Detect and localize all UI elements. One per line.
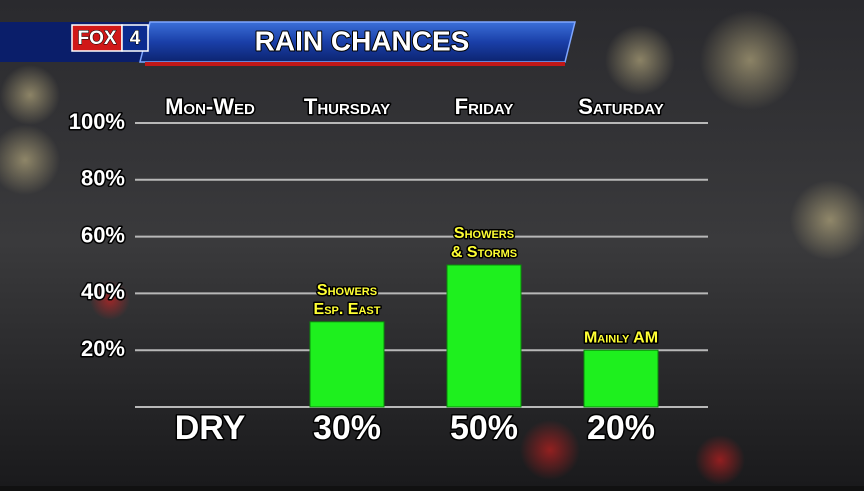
value-label: 50% xyxy=(450,409,518,447)
bokeh xyxy=(0,10,864,485)
annotation: Mainly AM xyxy=(584,329,658,346)
value-label: 20% xyxy=(587,409,655,447)
bar xyxy=(446,264,522,408)
x-tick-label: Mon-Wed xyxy=(165,94,255,119)
banner-accent xyxy=(145,62,565,66)
logo-box xyxy=(71,24,123,52)
annotation: Showers xyxy=(317,282,377,299)
y-tick-label: 60% xyxy=(81,222,125,247)
logo-text: FOX xyxy=(77,28,116,49)
x-tick-label: Saturday xyxy=(578,94,664,119)
value-label: DRY xyxy=(175,409,246,447)
bar xyxy=(583,349,659,408)
annotation: Showers xyxy=(454,225,514,242)
logo-number-box xyxy=(121,24,149,52)
y-tick-label: 20% xyxy=(81,336,125,361)
y-tick-label: 80% xyxy=(81,166,125,191)
value-label: 30% xyxy=(313,409,381,447)
annotation: & Storms xyxy=(451,244,517,261)
x-tick-label: Friday xyxy=(455,94,514,119)
bar xyxy=(309,321,385,408)
logo-number: 4 xyxy=(130,28,141,49)
chart-title: RAIN CHANCES xyxy=(255,25,470,56)
y-tick-label: 100% xyxy=(69,109,125,134)
y-tick-label: 40% xyxy=(81,279,125,304)
x-tick-label: Thursday xyxy=(304,94,390,119)
annotation: Esp. East xyxy=(314,301,381,318)
